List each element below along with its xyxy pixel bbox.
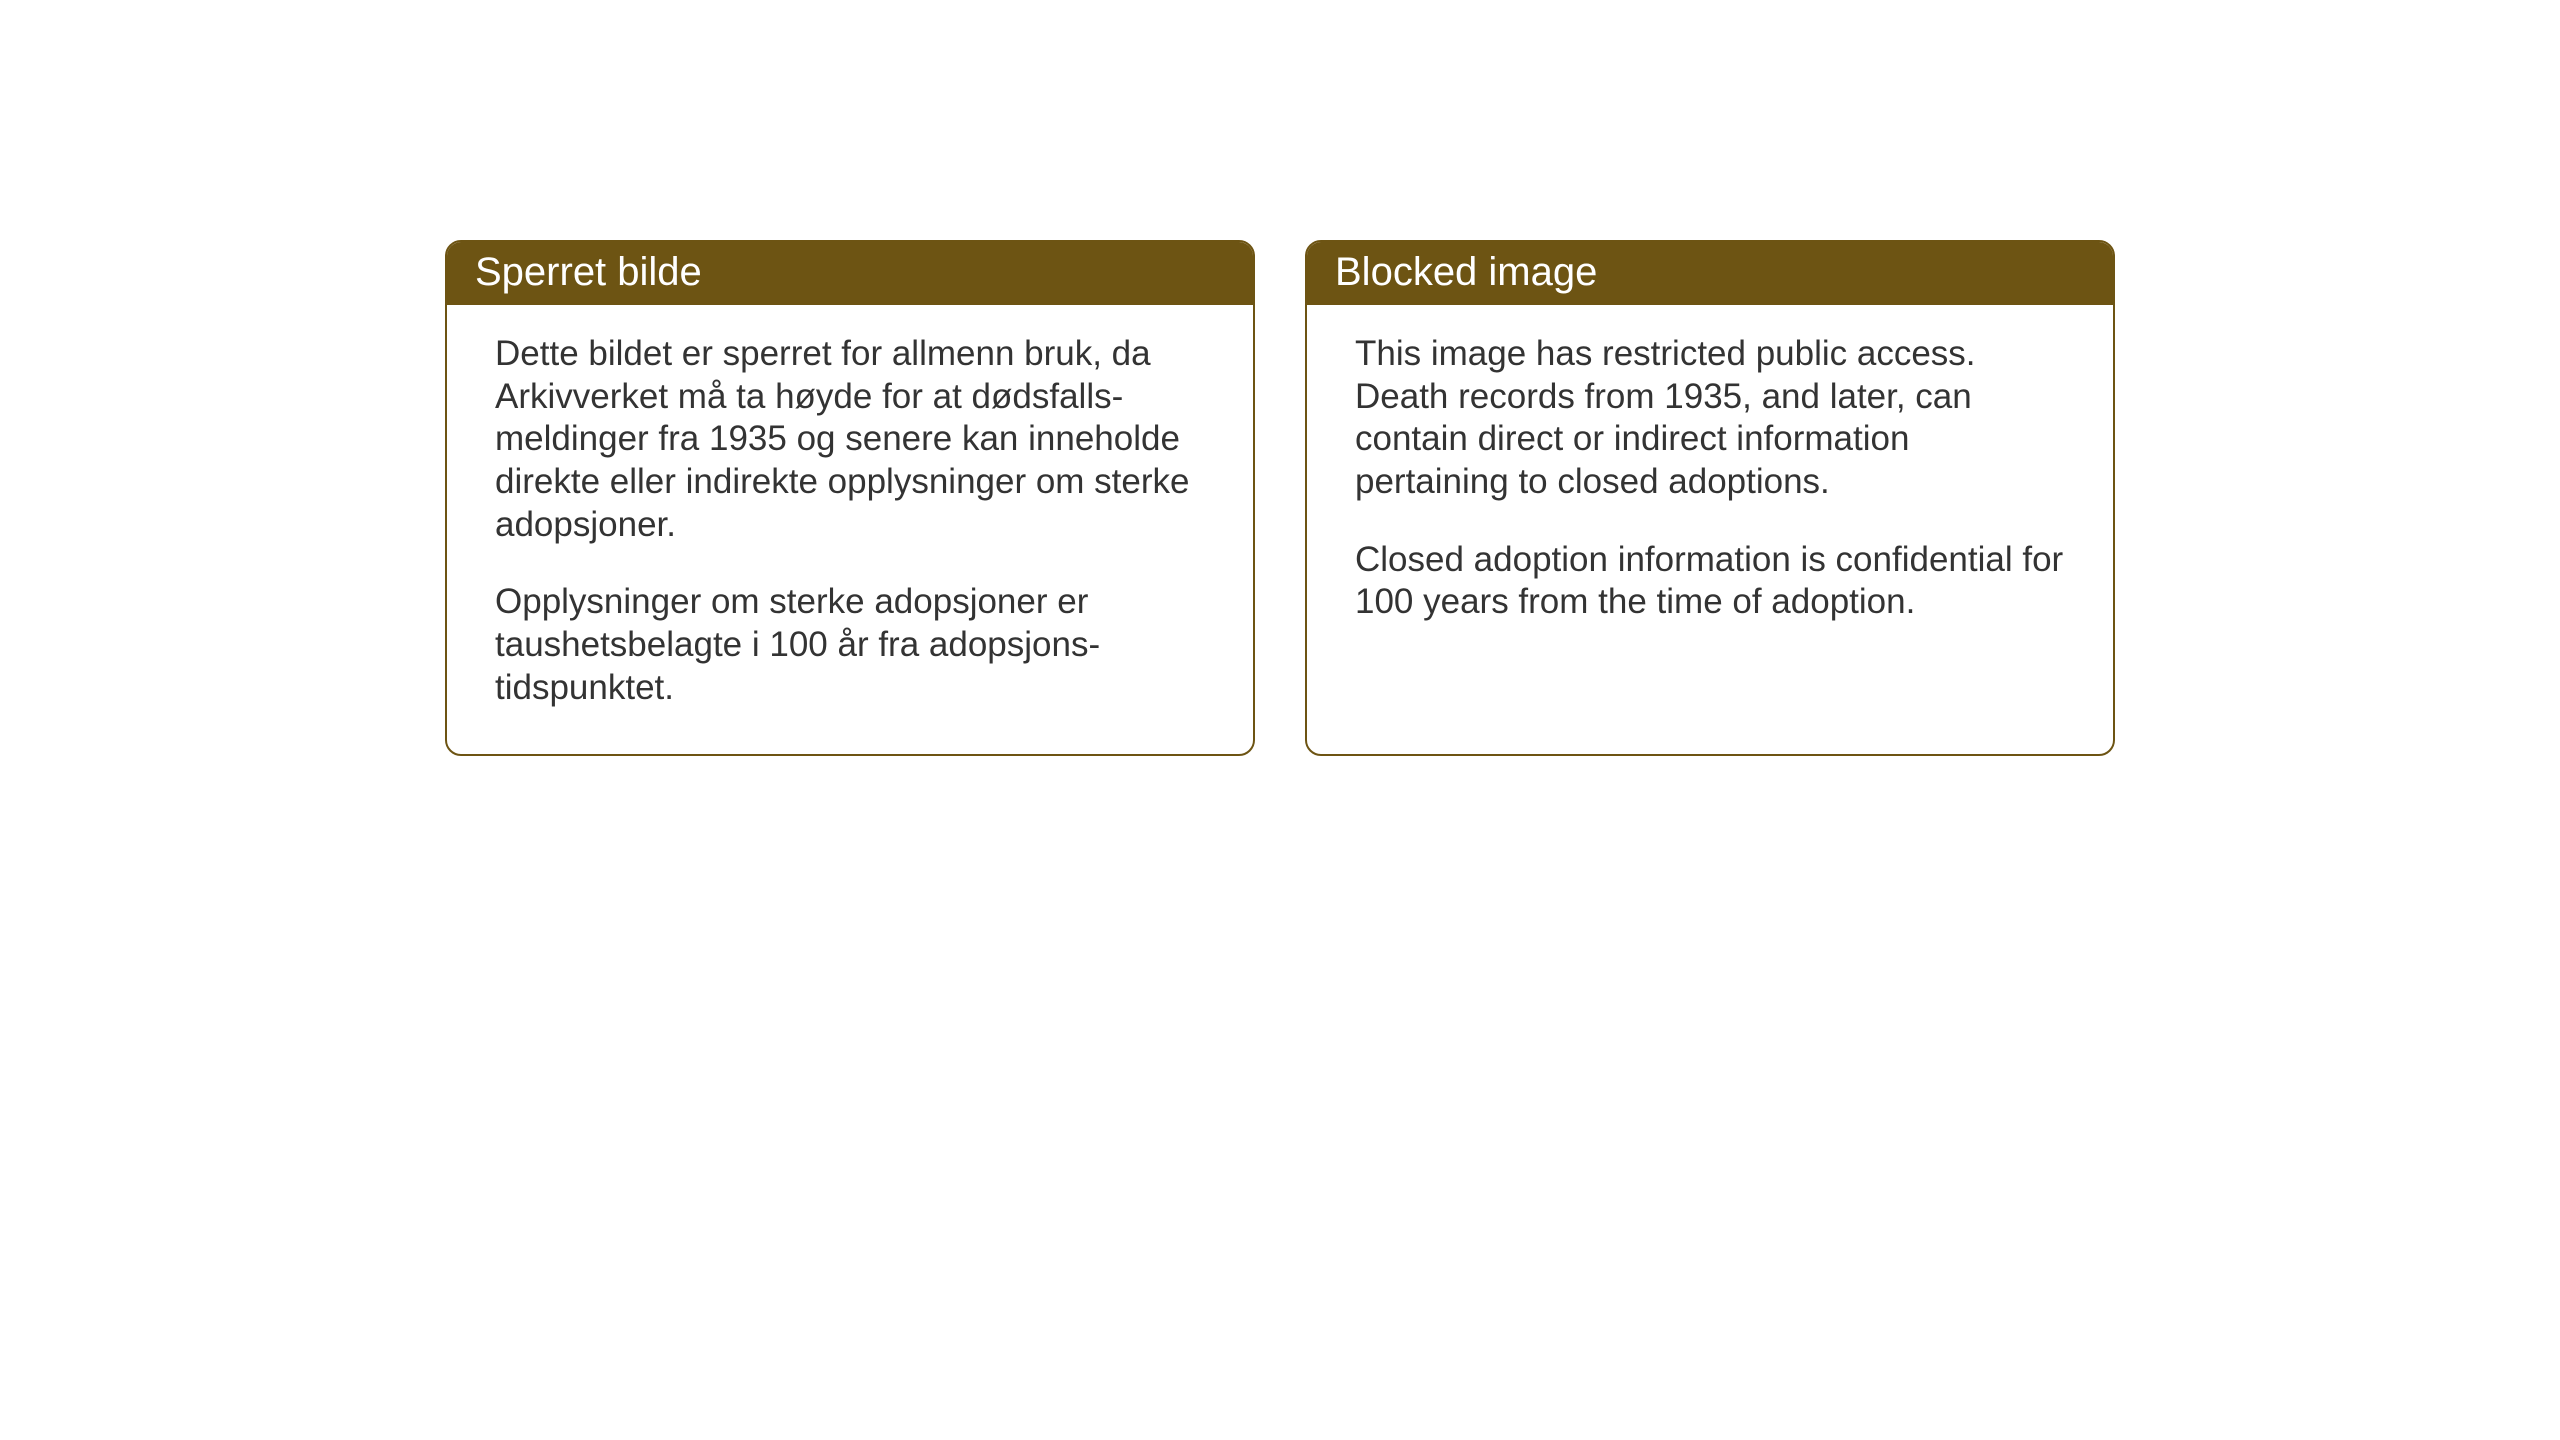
card-header-english: Blocked image bbox=[1307, 242, 2113, 305]
notice-card-norwegian: Sperret bilde Dette bildet er sperret fo… bbox=[445, 240, 1255, 756]
card-body-english: This image has restricted public access.… bbox=[1307, 305, 2113, 668]
card-paragraph: Dette bildet er sperret for allmenn bruk… bbox=[495, 333, 1205, 546]
card-paragraph: Closed adoption information is confident… bbox=[1355, 539, 2065, 624]
notice-card-container: Sperret bilde Dette bildet er sperret fo… bbox=[445, 240, 2115, 756]
card-paragraph: Opplysninger om sterke adopsjoner er tau… bbox=[495, 581, 1205, 709]
card-header-norwegian: Sperret bilde bbox=[447, 242, 1253, 305]
card-body-norwegian: Dette bildet er sperret for allmenn bruk… bbox=[447, 305, 1253, 754]
notice-card-english: Blocked image This image has restricted … bbox=[1305, 240, 2115, 756]
card-paragraph: This image has restricted public access.… bbox=[1355, 333, 2065, 504]
